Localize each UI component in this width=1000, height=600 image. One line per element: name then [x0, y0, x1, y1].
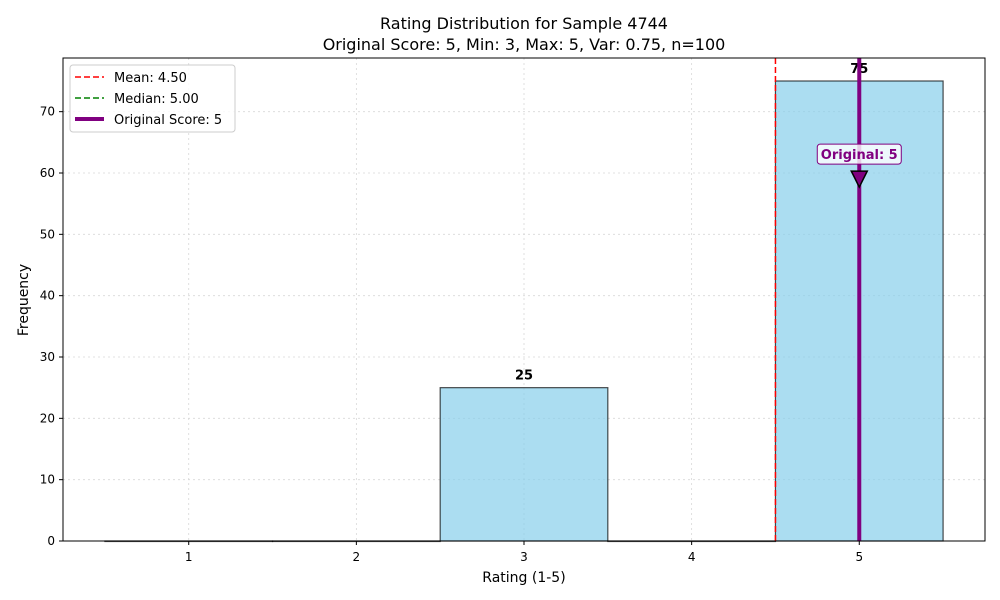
y-tick-label: 60	[40, 166, 55, 180]
data-label-rating-3: 25	[515, 369, 533, 384]
x-axis-label: Rating (1-5)	[482, 570, 565, 586]
y-axis-label: Frequency	[16, 264, 32, 336]
annotation-label: Original: 5	[821, 148, 898, 163]
legend: Mean: 4.50 Median: 5.00 Original Score: 5	[69, 64, 236, 133]
legend-label-2: Original Score: 5	[114, 113, 222, 128]
legend-label-0: Mean: 4.50	[114, 71, 187, 86]
bar-rating-3	[439, 387, 609, 542]
y-tick-label: 70	[40, 105, 55, 119]
x-tick-label: 5	[855, 550, 863, 564]
y-tick-label: 40	[40, 289, 55, 303]
y-tick-label: 20	[40, 411, 55, 425]
x-tick-label: 3	[520, 550, 528, 564]
chart-title: Rating Distribution for Sample 4744	[380, 14, 668, 33]
x-tick-label: 1	[185, 550, 193, 564]
x-tick-label: 4	[688, 550, 696, 564]
legend-box	[69, 64, 236, 133]
legend-label-1: Median: 5.00	[114, 92, 199, 107]
reference-lines-group	[774, 58, 862, 541]
y-axis-ticks: 0 10 20 30 40 50 60 70	[40, 105, 63, 548]
annotation-box	[816, 143, 902, 165]
chart-subtitle: Original Score: 5, Min: 3, Max: 5, Var: …	[323, 35, 726, 54]
annotation-group: Original: 5	[816, 143, 902, 189]
y-tick-label: 30	[40, 350, 55, 364]
y-tick-label: 50	[40, 227, 55, 241]
x-axis-ticks: 1 2 3 4 5	[185, 541, 863, 564]
annotation-arrow-icon	[850, 170, 869, 189]
x-tick-label: 2	[353, 550, 361, 564]
y-tick-label: 0	[47, 534, 55, 548]
y-tick-label: 10	[40, 473, 55, 487]
